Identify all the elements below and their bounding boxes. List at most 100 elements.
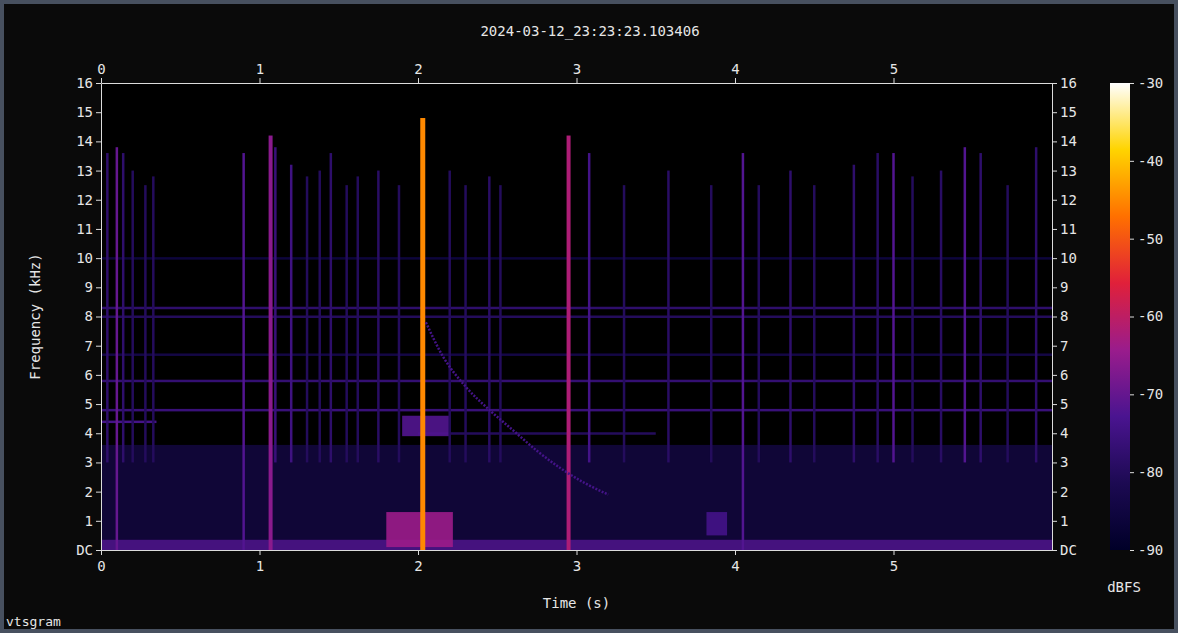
tick: 6 <box>85 367 101 383</box>
tick: 12 <box>1052 192 1077 208</box>
tick-mark <box>735 78 736 83</box>
patch <box>386 512 453 547</box>
tick-label: -30 <box>1138 75 1163 91</box>
sferic <box>116 147 119 550</box>
sferic <box>911 176 914 462</box>
tick-mark <box>1052 317 1057 318</box>
axis: 012345 <box>97 61 1052 84</box>
tick: 4 <box>1052 425 1068 441</box>
tick-label: 0 <box>97 61 105 77</box>
tick: 8 <box>85 308 101 324</box>
tick-label: 2 <box>414 558 422 574</box>
tick: 1 <box>85 513 101 529</box>
tick-label: 1 <box>1060 513 1068 529</box>
sferic <box>464 185 467 462</box>
tick: -80 <box>1130 464 1163 480</box>
tick-mark <box>96 287 101 288</box>
sferic <box>269 136 273 550</box>
tick-mark <box>418 78 419 83</box>
sferic <box>813 185 816 462</box>
tick-label: 1 <box>85 513 93 529</box>
sferic <box>152 176 155 462</box>
tick-mark <box>1052 229 1057 230</box>
tick-label: 16 <box>76 75 93 91</box>
tick-label: 3 <box>1060 454 1068 470</box>
tick-label: 15 <box>76 104 93 120</box>
tick-mark <box>96 83 101 84</box>
tick: -90 <box>1130 542 1163 558</box>
tick-label: 8 <box>1060 308 1068 324</box>
tick-label: 8 <box>85 308 93 324</box>
tick-mark <box>96 550 101 551</box>
tick-label: 5 <box>1060 396 1068 412</box>
tick: 15 <box>76 104 101 120</box>
y-axis-title: Frequency (kHz) <box>27 253 43 379</box>
tick: 2 <box>1052 484 1068 500</box>
tick-label: -60 <box>1138 308 1163 324</box>
tick-mark <box>260 550 261 555</box>
tick: 3 <box>1052 454 1068 470</box>
tick-label: 14 <box>1060 133 1077 149</box>
tick-label: 10 <box>1060 250 1077 266</box>
tick-mark <box>1130 550 1134 551</box>
tick-label: 3 <box>573 61 581 77</box>
sferic <box>758 185 761 462</box>
tick-label: 7 <box>1060 338 1068 354</box>
tick: 2 <box>414 550 422 574</box>
tick: 1 <box>256 61 264 83</box>
tick-label: 14 <box>76 133 93 149</box>
tick-mark <box>1130 161 1134 162</box>
tick-mark <box>1052 433 1057 434</box>
tick: 5 <box>85 396 101 412</box>
tick: 9 <box>1052 279 1068 295</box>
tick: 1 <box>256 550 264 574</box>
tick-mark <box>894 78 895 83</box>
sferic <box>274 147 277 462</box>
tick: 7 <box>85 338 101 354</box>
tick-mark <box>1130 83 1134 84</box>
tick: 13 <box>76 163 101 179</box>
tick-label: 3 <box>85 454 93 470</box>
tick-label: 12 <box>1060 192 1077 208</box>
axis-line <box>101 84 102 551</box>
colorbar <box>1110 83 1130 550</box>
sferic <box>710 185 713 462</box>
sferic <box>876 153 879 462</box>
tick-mark <box>96 258 101 259</box>
tick-label: 5 <box>890 558 898 574</box>
tick-mark <box>1052 550 1057 551</box>
tick: 16 <box>1052 75 1077 91</box>
tick-label: 2 <box>85 484 93 500</box>
tick-mark <box>101 550 102 555</box>
sferic <box>318 171 321 463</box>
tick-mark <box>1130 394 1134 395</box>
tick: 11 <box>76 221 101 237</box>
tick-label: 4 <box>731 61 739 77</box>
patch <box>706 512 727 535</box>
tick-label: 5 <box>85 396 93 412</box>
sferic <box>106 153 109 462</box>
tick-label: 15 <box>1060 104 1077 120</box>
tick-label: -80 <box>1138 464 1163 480</box>
sferic <box>853 165 856 463</box>
tick-mark <box>96 229 101 230</box>
tick: -50 <box>1130 231 1163 247</box>
tick: 10 <box>1052 250 1077 266</box>
sferic <box>964 147 967 462</box>
title: 2024-03-12_23:23:23.103406 <box>480 23 699 40</box>
plot-area <box>101 83 1052 550</box>
tick-mark <box>1130 472 1134 473</box>
sferic <box>122 153 125 462</box>
whistler <box>426 322 608 494</box>
tick-mark <box>96 346 101 347</box>
tick: 14 <box>1052 133 1077 149</box>
tick-mark <box>96 171 101 172</box>
tick-mark <box>894 550 895 555</box>
tick-mark <box>1052 346 1057 347</box>
sferic <box>144 185 147 462</box>
axis: DC12345678910111213141516 <box>1052 75 1077 558</box>
tick-mark <box>96 375 101 376</box>
tick: 0 <box>97 550 105 574</box>
tick: 3 <box>85 454 101 470</box>
tick-mark <box>735 550 736 555</box>
